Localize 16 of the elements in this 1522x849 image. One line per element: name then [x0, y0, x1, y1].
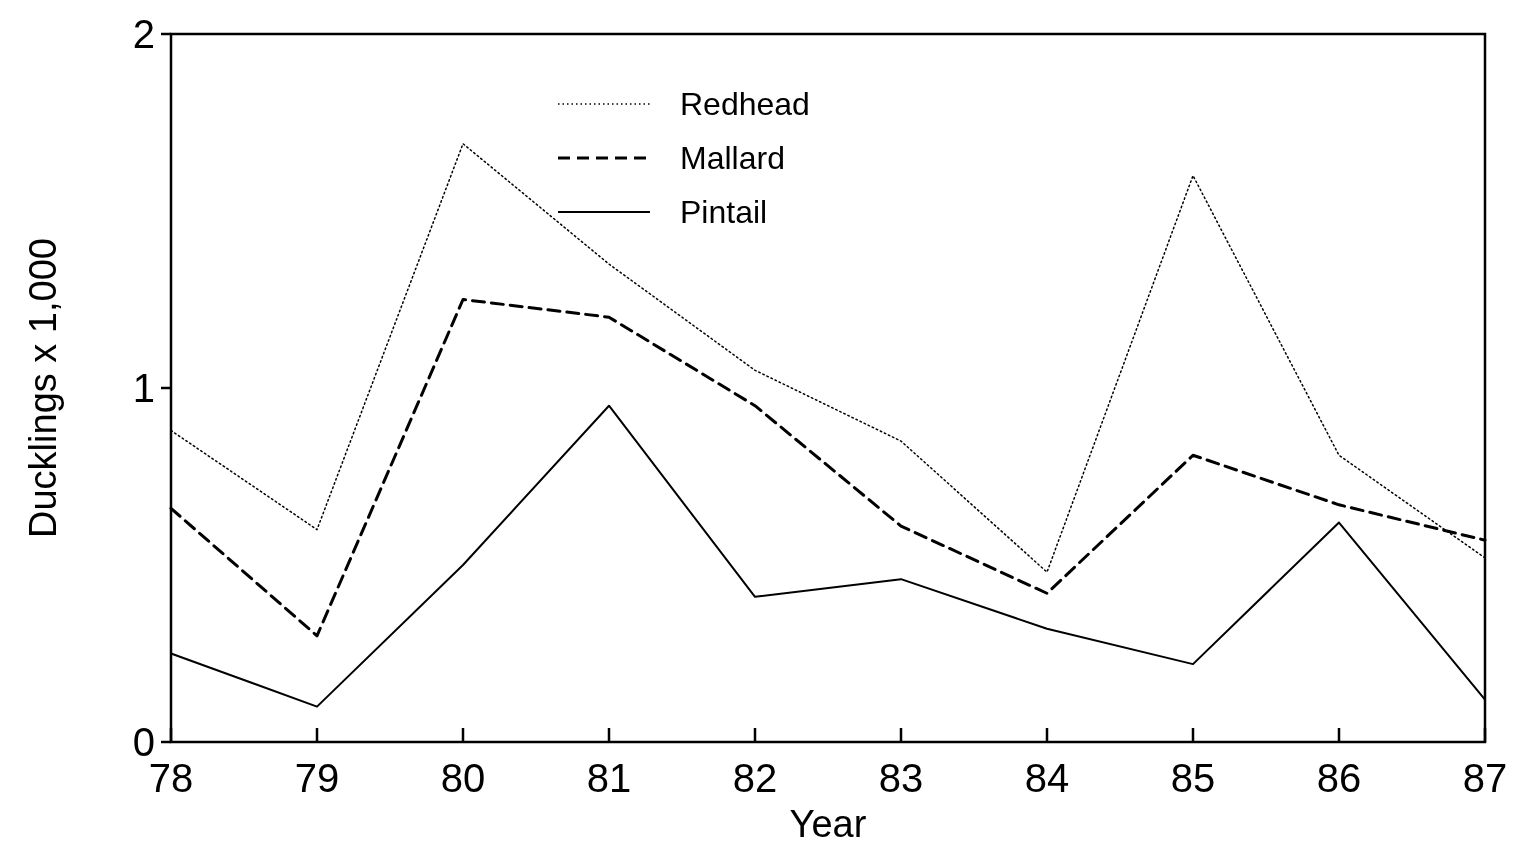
x-axis-title: Year [789, 803, 867, 845]
x-tick-label: 82 [732, 756, 778, 800]
x-tick-label: 84 [1024, 756, 1070, 800]
x-tick-label: 80 [440, 756, 486, 800]
y-tick-label: 1 [132, 366, 155, 410]
x-tick-label: 87 [1462, 756, 1508, 800]
x-tick-label: 81 [586, 756, 632, 800]
legend-label: Mallard [680, 140, 785, 176]
x-tick-label: 86 [1316, 756, 1362, 800]
x-tick-label: 85 [1170, 756, 1216, 800]
x-tick-label: 83 [878, 756, 924, 800]
legend-label: Redhead [680, 86, 810, 122]
x-tick-label: 79 [294, 756, 340, 800]
y-axis-title: Ducklings x 1,000 [22, 238, 64, 538]
y-tick-label: 2 [132, 12, 155, 56]
legend-label: Pintail [680, 194, 768, 230]
